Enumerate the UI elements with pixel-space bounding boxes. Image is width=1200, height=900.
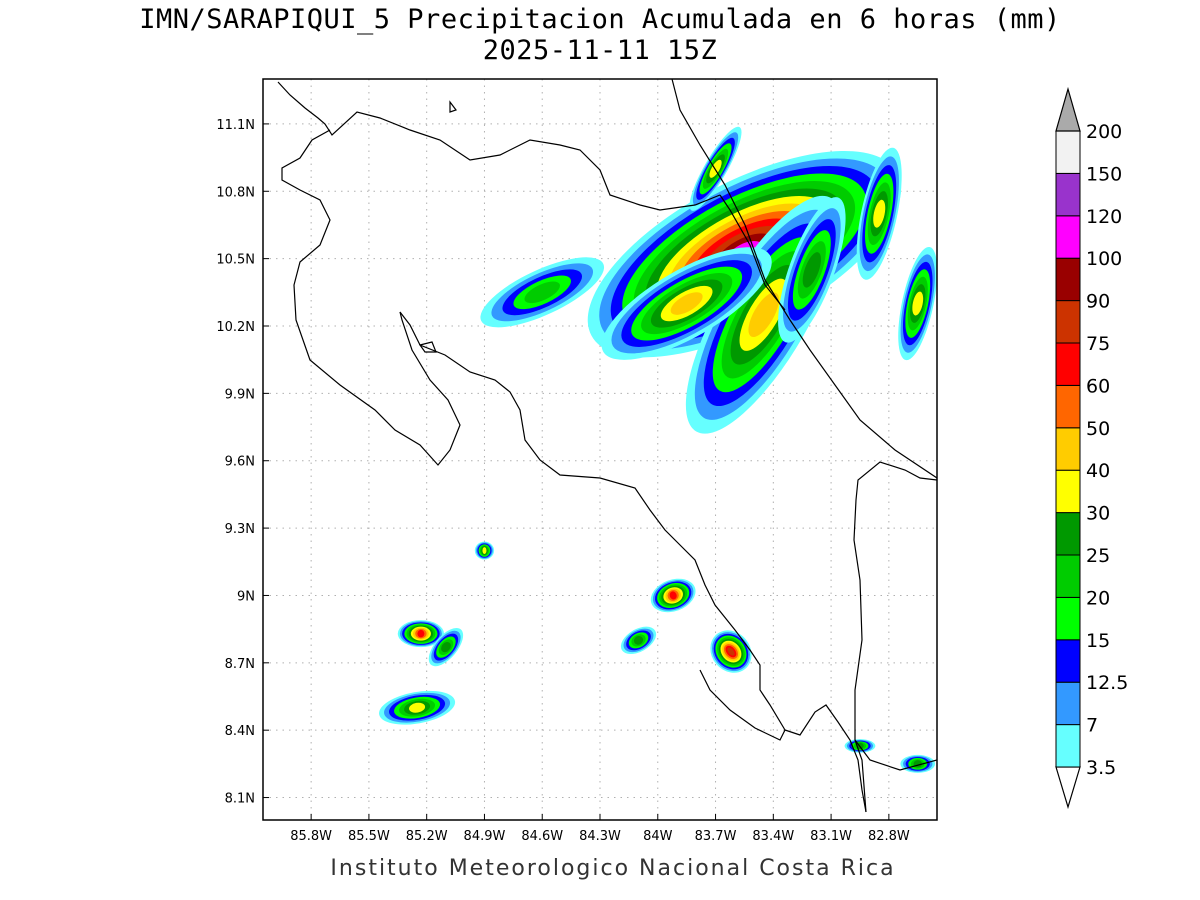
lon-tick-label: 83.1W bbox=[810, 829, 852, 844]
lat-tick-label: 9.9N bbox=[225, 387, 255, 402]
rain-contour bbox=[670, 292, 703, 315]
colorbar-level-label: 30 bbox=[1086, 503, 1110, 525]
lon-tick-label: 85.2W bbox=[406, 829, 448, 844]
rain-contour bbox=[873, 199, 886, 228]
colorbar-level-label: 40 bbox=[1086, 460, 1110, 482]
rain-cell bbox=[898, 246, 937, 361]
colorbar-swatch bbox=[1055, 300, 1081, 344]
lon-tick-label: 84.9W bbox=[464, 829, 506, 844]
lon-tick-label: 85.5W bbox=[348, 829, 390, 844]
nicoya-island bbox=[418, 341, 437, 353]
lat-tick-label: 8.4N bbox=[225, 724, 255, 739]
colorbar-level-label: 25 bbox=[1086, 545, 1110, 567]
rain-cell bbox=[900, 754, 936, 773]
lat-tick-label: 8.1N bbox=[225, 792, 255, 807]
rain-cells bbox=[379, 126, 937, 773]
rain-contour bbox=[524, 281, 560, 304]
inner-lake-island bbox=[449, 100, 457, 113]
colorbar-level-label: 60 bbox=[1086, 375, 1110, 397]
rain-cell bbox=[601, 247, 772, 360]
colorbar-swatch bbox=[1055, 215, 1081, 259]
lon-tick-label: 85.8W bbox=[290, 829, 332, 844]
costa-rica-nicaragua-border bbox=[719, 194, 786, 311]
rain-contour bbox=[669, 591, 677, 600]
colorbar-over-triangle bbox=[1055, 86, 1081, 132]
colorbar-level-label: 12.5 bbox=[1086, 672, 1128, 694]
colorbar-level-label: 15 bbox=[1086, 630, 1110, 652]
colorbar-swatch bbox=[1055, 639, 1081, 683]
rain-contour bbox=[482, 547, 487, 555]
rain-contour bbox=[409, 702, 426, 713]
rain-contour bbox=[802, 252, 821, 288]
lat-tick-label: 10.2N bbox=[216, 320, 255, 335]
colorbar-swatch bbox=[1055, 554, 1081, 598]
rain-contour bbox=[417, 629, 425, 638]
lat-tick-label: 10.8N bbox=[216, 185, 255, 200]
rain-contour bbox=[912, 291, 924, 316]
lon-tick-label: 83.7W bbox=[695, 829, 737, 844]
rain-cell bbox=[379, 690, 456, 725]
colorbar-under-triangle bbox=[1055, 766, 1081, 810]
colorbar-level-label: 20 bbox=[1086, 587, 1110, 609]
colorbar-level-label: 120 bbox=[1086, 206, 1122, 228]
colorbar-swatch bbox=[1055, 512, 1081, 556]
colorbar-level-label: 150 bbox=[1086, 163, 1122, 185]
rain-cell bbox=[620, 626, 657, 655]
colorbar-swatch bbox=[1055, 257, 1081, 302]
colorbar-level-label: 75 bbox=[1086, 333, 1110, 355]
colorbar-swatch bbox=[1055, 384, 1081, 429]
rain-cell bbox=[710, 630, 752, 673]
rain-cell bbox=[856, 147, 902, 280]
lon-tick-label: 82.8W bbox=[868, 829, 910, 844]
lon-tick-label: 83.4W bbox=[752, 829, 794, 844]
rain-contour bbox=[441, 642, 451, 653]
osa-peninsula-coast bbox=[784, 704, 867, 813]
longitude-tick-labels: 85.8W 85.5W 85.2W 84.9W 84.6W 84.3W 84W 83.7W 83… bbox=[290, 814, 910, 844]
colorbar-swatch bbox=[1055, 172, 1081, 217]
lat-tick-label: 8.7N bbox=[225, 657, 255, 672]
colorbar-swatch bbox=[1055, 724, 1081, 768]
lat-tick-label: 9N bbox=[237, 589, 255, 604]
gulf-of-nicoya-coast bbox=[399, 311, 786, 741]
rain-contour bbox=[633, 636, 644, 645]
colorbar-swatch bbox=[1055, 596, 1081, 641]
colorbar-level-label: 200 bbox=[1086, 121, 1122, 143]
credit-institution: Instituto Meteorologico Nacional Costa R… bbox=[330, 856, 896, 881]
lon-tick-label: 84W bbox=[643, 829, 673, 844]
rain-cell bbox=[397, 620, 445, 648]
colorbar-level-label: 90 bbox=[1086, 291, 1110, 313]
colorbar-level-label: 50 bbox=[1086, 418, 1110, 440]
colorbar-swatch bbox=[1055, 681, 1081, 726]
lat-tick-label: 10.5N bbox=[216, 253, 255, 268]
colorbar-swatch bbox=[1055, 342, 1081, 386]
rain-cell bbox=[778, 197, 846, 343]
colorbar-level-label: 3.5 bbox=[1086, 757, 1116, 779]
rain-contour bbox=[748, 292, 779, 338]
colorbar-swatch bbox=[1055, 469, 1081, 514]
rain-cell bbox=[480, 257, 605, 328]
nicaragua-lake-shore bbox=[277, 81, 721, 211]
rain-contour bbox=[727, 647, 735, 656]
colorbar-legend: 3.5 7 12.5 15 20 25 30 40 50 60 75 90 100 120 150 200 bbox=[1055, 86, 1128, 810]
lon-tick-label: 84.3W bbox=[579, 829, 621, 844]
lat-tick-label: 11.1N bbox=[216, 118, 255, 133]
south-pacific-coast-panama bbox=[854, 739, 937, 771]
colorbar-level-label: 7 bbox=[1086, 715, 1098, 737]
latitude-tick-labels: 11.1N 10.8N 10.5N 10.2N 9.9N 9.6N 9.3N 9N 8.7N 8.… bbox=[216, 118, 269, 807]
pacific-coast-guanacaste bbox=[281, 129, 461, 466]
colorbar-swatch bbox=[1055, 130, 1081, 174]
map-title: IMN/SARAPIQUI_5 Precipitacion Acumulada … bbox=[139, 4, 1061, 35]
colorbar-swatch bbox=[1055, 427, 1081, 471]
rain-cell bbox=[428, 627, 464, 667]
map-subtitle-datetime: 2025-11-11 15Z bbox=[482, 35, 718, 66]
rain-cell bbox=[474, 541, 495, 560]
lat-tick-label: 9.6N bbox=[225, 455, 255, 470]
lon-tick-label: 84.6W bbox=[521, 829, 563, 844]
colorbar-level-label: 100 bbox=[1086, 248, 1122, 270]
lat-tick-label: 9.3N bbox=[225, 522, 255, 537]
coastline-and-borders bbox=[277, 79, 937, 813]
rain-cell bbox=[650, 578, 696, 613]
